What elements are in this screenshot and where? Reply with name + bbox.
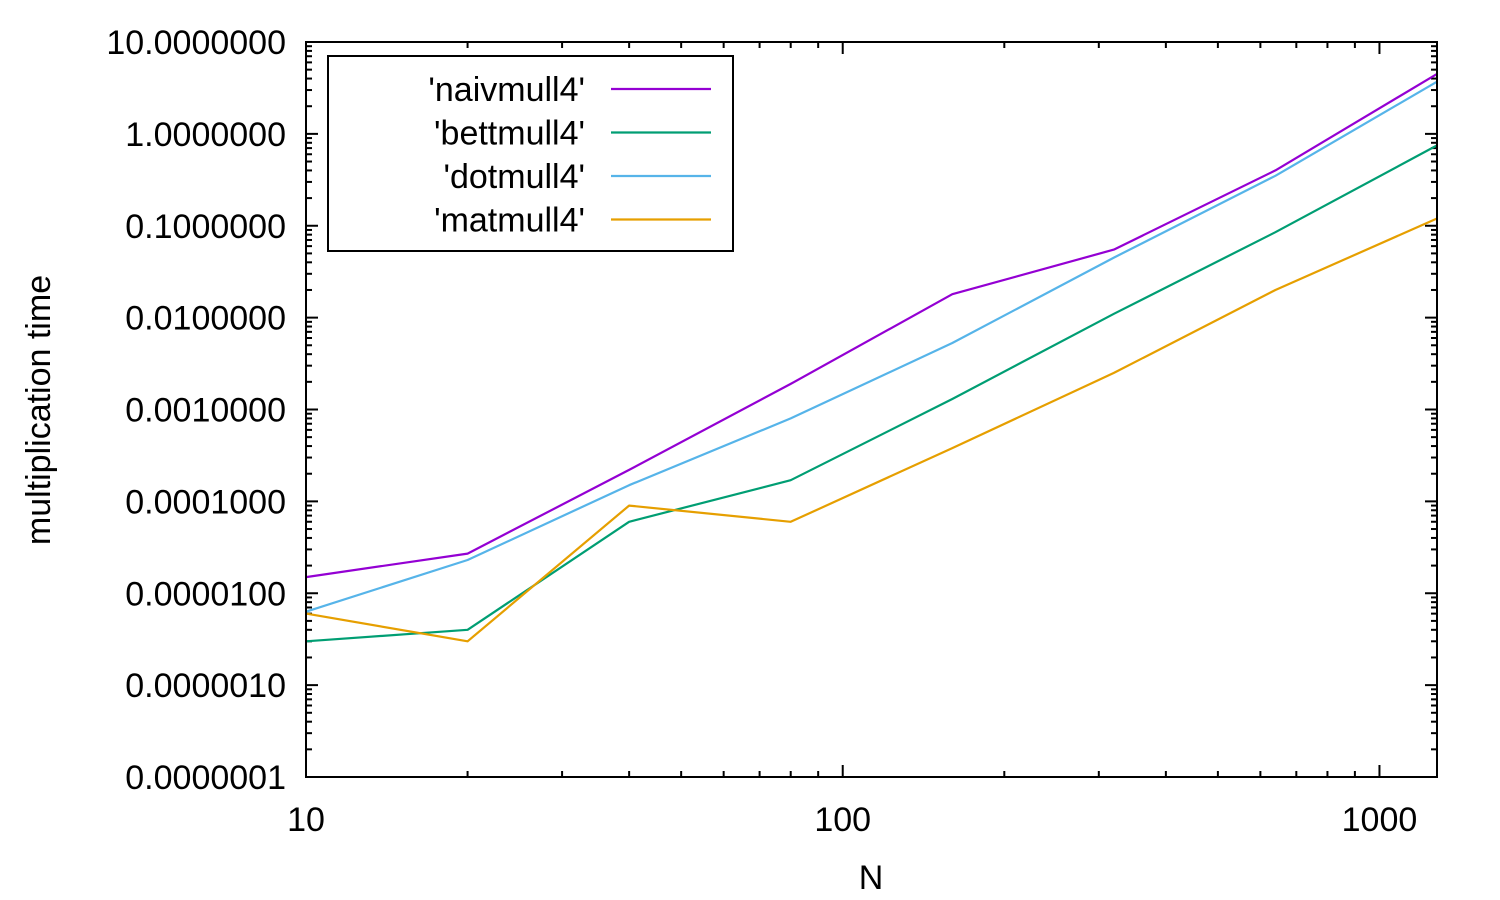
y-tick-label: 10.0000000 (106, 24, 286, 62)
series-lines (305, 72, 1438, 643)
y-tick-label: 0.0010000 (125, 392, 286, 430)
series-line-1 (305, 72, 1438, 579)
y-tick-label: 0.0000100 (125, 575, 286, 613)
x-tick-labels: 10 100 1000 (287, 801, 1417, 839)
y-tick-labels: 10.0000000 1.0000000 0.1000000 0.0100000 0.0… (106, 24, 286, 797)
y-axis-label: multiplication time (20, 275, 58, 545)
y-tick-label: 0.1000000 (125, 208, 286, 246)
legend: 'naivmull4' 'bettmull4' 'dotmull4' 'matmull… (327, 55, 734, 252)
legend-label: 'naivmull4' (428, 71, 585, 109)
plot-frame (305, 41, 1438, 778)
legend-label: 'matmull4' (434, 202, 585, 240)
y-tick-label: 0.0000010 (125, 667, 286, 705)
y-tick-label: 0.0100000 (125, 300, 286, 338)
y-tick-label: 0.0001000 (125, 483, 286, 521)
series-line-2 (305, 144, 1438, 643)
y-tick-label: 0.0000001 (125, 759, 286, 797)
x-tick-label: 10 (287, 801, 325, 839)
x-tick-label: 1000 (1342, 801, 1418, 839)
series-line-3 (305, 80, 1438, 613)
legend-label: 'bettmull4' (434, 115, 585, 153)
x-tick-label: 100 (814, 801, 871, 839)
series-line-4 (305, 217, 1438, 643)
y-tick-label: 1.0000000 (125, 116, 286, 154)
x-axis-label: N (859, 859, 884, 897)
legend-label: 'dotmull4' (444, 158, 586, 196)
